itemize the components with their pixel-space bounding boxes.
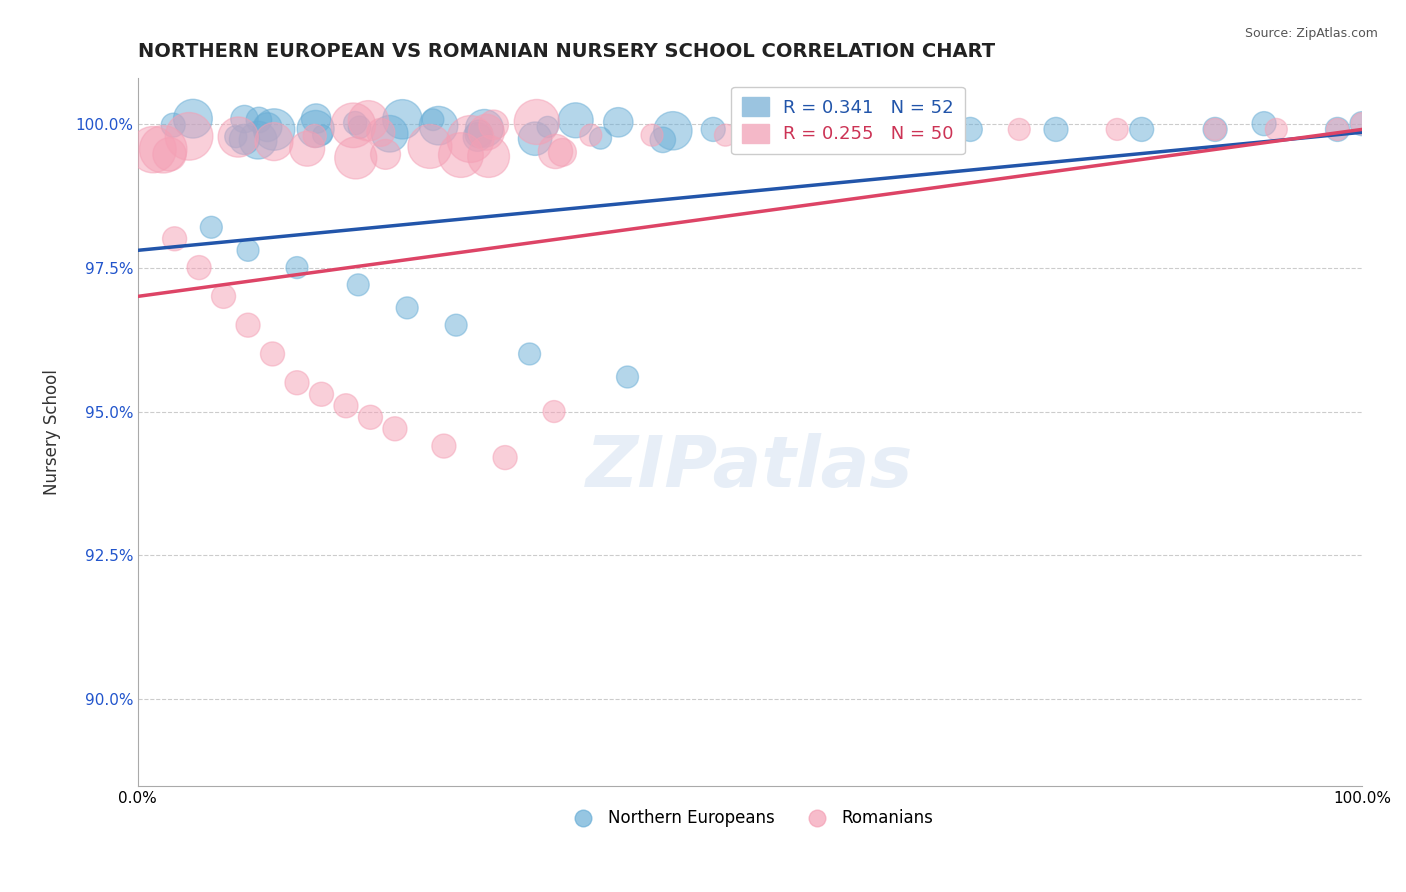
Point [347, 277, 370, 292]
Point [305, 122, 328, 136]
Point [544, 145, 567, 159]
Point [163, 232, 186, 246]
Text: NORTHERN EUROPEAN VS ROMANIAN NURSERY SCHOOL CORRELATION CHART: NORTHERN EUROPEAN VS ROMANIAN NURSERY SC… [138, 42, 995, 61]
Point [285, 260, 308, 275]
Point [256, 120, 278, 135]
Point [824, 122, 846, 136]
Point [1107, 122, 1129, 136]
Point [1008, 122, 1031, 136]
Point [233, 112, 256, 126]
Point [311, 128, 333, 142]
Text: Source: ZipAtlas.com: Source: ZipAtlas.com [1244, 27, 1378, 40]
Point [543, 404, 565, 418]
Point [1326, 122, 1348, 136]
Point [738, 128, 761, 143]
Point [662, 124, 685, 138]
Point [589, 131, 612, 145]
Point [460, 132, 482, 146]
Point [263, 135, 285, 149]
Point [419, 139, 441, 153]
Point [702, 122, 724, 136]
Point [384, 422, 406, 436]
Point [898, 122, 921, 136]
Point [225, 129, 247, 144]
Point [359, 410, 381, 425]
Point [357, 113, 380, 128]
Point [537, 120, 560, 134]
Point [898, 122, 921, 136]
Legend: Northern Europeans, Romanians: Northern Europeans, Romanians [560, 803, 941, 834]
Point [1204, 122, 1226, 136]
Point [285, 376, 308, 390]
Point [233, 132, 256, 146]
Point [959, 122, 981, 136]
Point [177, 129, 200, 144]
Point [651, 133, 673, 147]
Point [564, 113, 586, 128]
Point [396, 301, 419, 315]
Point [263, 122, 285, 136]
Point [1204, 122, 1226, 136]
Point [305, 112, 328, 126]
Point [800, 122, 823, 136]
Point [1351, 117, 1374, 131]
Point [579, 128, 602, 143]
Point [378, 127, 401, 141]
Point [519, 347, 541, 361]
Point [1253, 117, 1275, 131]
Point [181, 112, 204, 126]
Point [236, 318, 259, 333]
Point [162, 118, 184, 132]
Point [262, 347, 284, 361]
Point [159, 147, 181, 161]
Point [142, 143, 165, 157]
Point [787, 122, 810, 136]
Point [475, 125, 498, 139]
Point [370, 125, 392, 139]
Point [616, 370, 638, 384]
Point [374, 147, 396, 161]
Text: ZIPatlas: ZIPatlas [586, 433, 914, 501]
Point [349, 120, 371, 135]
Point [335, 399, 357, 413]
Point [200, 220, 222, 235]
Point [641, 128, 664, 143]
Point [444, 318, 467, 333]
Point [1045, 122, 1067, 136]
Point [295, 142, 318, 156]
Point [551, 145, 574, 160]
Point [474, 121, 496, 136]
Point [1265, 122, 1288, 136]
Point [433, 439, 456, 453]
Point [152, 142, 174, 156]
Point [188, 260, 211, 275]
Point [467, 130, 489, 145]
Point [422, 112, 444, 127]
Point [607, 115, 630, 129]
Point [450, 148, 472, 162]
Point [247, 113, 270, 128]
Point [1326, 122, 1348, 136]
Point [524, 131, 547, 145]
Point [342, 118, 364, 132]
Point [714, 128, 737, 143]
Point [526, 115, 548, 129]
Point [494, 450, 516, 465]
Point [236, 244, 259, 258]
Point [226, 130, 249, 145]
Point [478, 149, 501, 163]
Point [311, 387, 333, 401]
Point [247, 133, 270, 147]
Point [344, 116, 367, 130]
Point [482, 118, 505, 132]
Point [391, 112, 413, 127]
Point [212, 289, 235, 303]
Point [344, 151, 367, 165]
Point [304, 128, 326, 143]
Point [468, 127, 491, 141]
Y-axis label: Nursery School: Nursery School [44, 368, 60, 495]
Point [1130, 122, 1153, 136]
Point [1351, 117, 1374, 131]
Point [427, 119, 450, 133]
